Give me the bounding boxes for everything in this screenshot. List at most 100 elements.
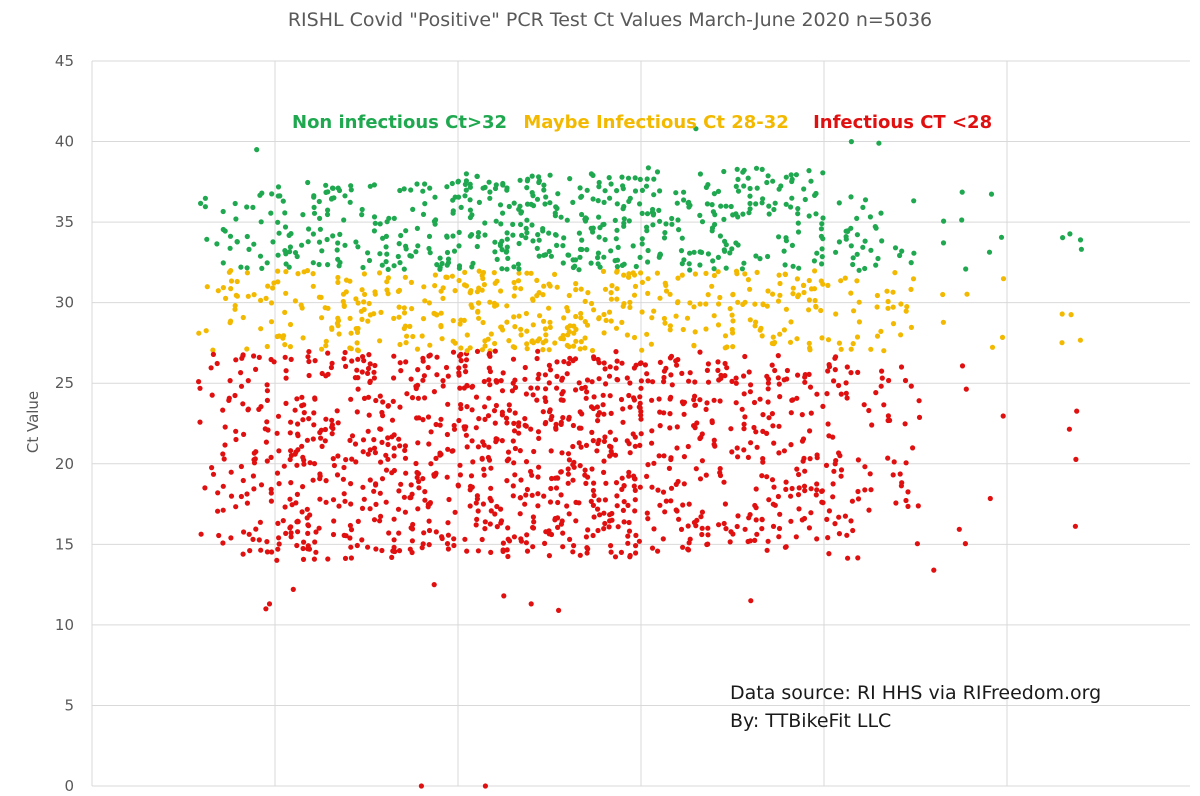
data-point [649,397,655,403]
data-point [385,441,391,448]
data-point [512,445,519,452]
data-point [1059,340,1065,346]
data-point [704,400,710,406]
data-point [603,381,609,387]
data-point [615,524,621,530]
data-point [741,373,747,379]
data-point [275,279,281,285]
data-point [365,544,371,550]
data-point [401,310,408,316]
data-point [663,282,669,288]
data-point [439,260,445,267]
data-point [288,419,294,425]
data-point [808,178,814,184]
data-point [795,206,801,212]
data-point [431,472,437,478]
data-point [851,308,857,314]
data-point [722,373,728,379]
data-point [898,332,904,338]
data-point [667,425,673,431]
data-point [692,393,698,399]
data-point [450,349,457,355]
data-point [596,437,602,443]
data-point [742,271,748,277]
data-point [876,140,882,146]
data-point [866,507,872,513]
data-point [565,466,571,472]
data-point [860,204,866,210]
data-point [576,267,582,273]
data-point [482,526,488,532]
data-point [294,491,300,497]
data-point [283,530,289,537]
data-point [323,338,329,344]
data-point [408,376,414,382]
data-point [420,211,427,217]
data-point [354,409,360,415]
data-point [589,429,595,435]
data-point [367,447,373,453]
data-point [287,430,293,436]
data-point [383,499,389,505]
data-point [711,437,717,443]
data-point [566,414,572,420]
data-point [613,480,620,486]
data-point [748,382,754,388]
data-point [432,283,438,289]
data-point [536,371,542,377]
data-point [409,306,415,312]
data-point [833,311,839,317]
data-point [621,216,627,222]
data-point [752,323,758,329]
data-point [676,227,682,233]
data-point [287,244,293,250]
data-point [727,306,733,312]
data-point [379,439,385,445]
data-point [813,303,819,309]
data-point [578,425,584,431]
data-point [753,253,759,259]
data-point [807,345,813,351]
data-point [367,183,373,189]
data-point [854,232,861,238]
data-point [621,483,627,489]
data-point [632,175,638,181]
data-point [956,526,962,532]
data-point [704,541,710,548]
data-point [546,362,553,368]
data-point [469,304,475,310]
data-point [705,525,711,531]
data-point [584,550,590,556]
data-point [414,181,420,187]
data-point [537,313,543,319]
data-point [790,291,796,297]
data-point [397,187,403,194]
data-point [715,322,722,328]
data-point [227,320,233,326]
data-point [288,448,294,454]
data-point [554,385,560,391]
data-point [198,200,204,206]
data-point [414,474,420,481]
data-point [467,197,473,203]
data-point [391,353,397,359]
data-point [764,547,770,553]
data-point [452,340,458,346]
data-point [850,261,856,268]
data-point [437,255,443,261]
data-point [510,438,516,444]
data-point [582,335,588,341]
data-point [319,443,325,449]
data-point [197,419,203,425]
data-point [234,278,240,285]
data-point [716,301,722,307]
data-point [697,212,703,218]
data-point [657,188,663,194]
data-point [607,443,613,449]
y-tick-label: 15 [55,535,74,553]
data-point [504,230,510,236]
data-point [342,242,348,248]
data-point [644,510,650,516]
data-point [511,314,517,320]
data-point [535,474,541,480]
